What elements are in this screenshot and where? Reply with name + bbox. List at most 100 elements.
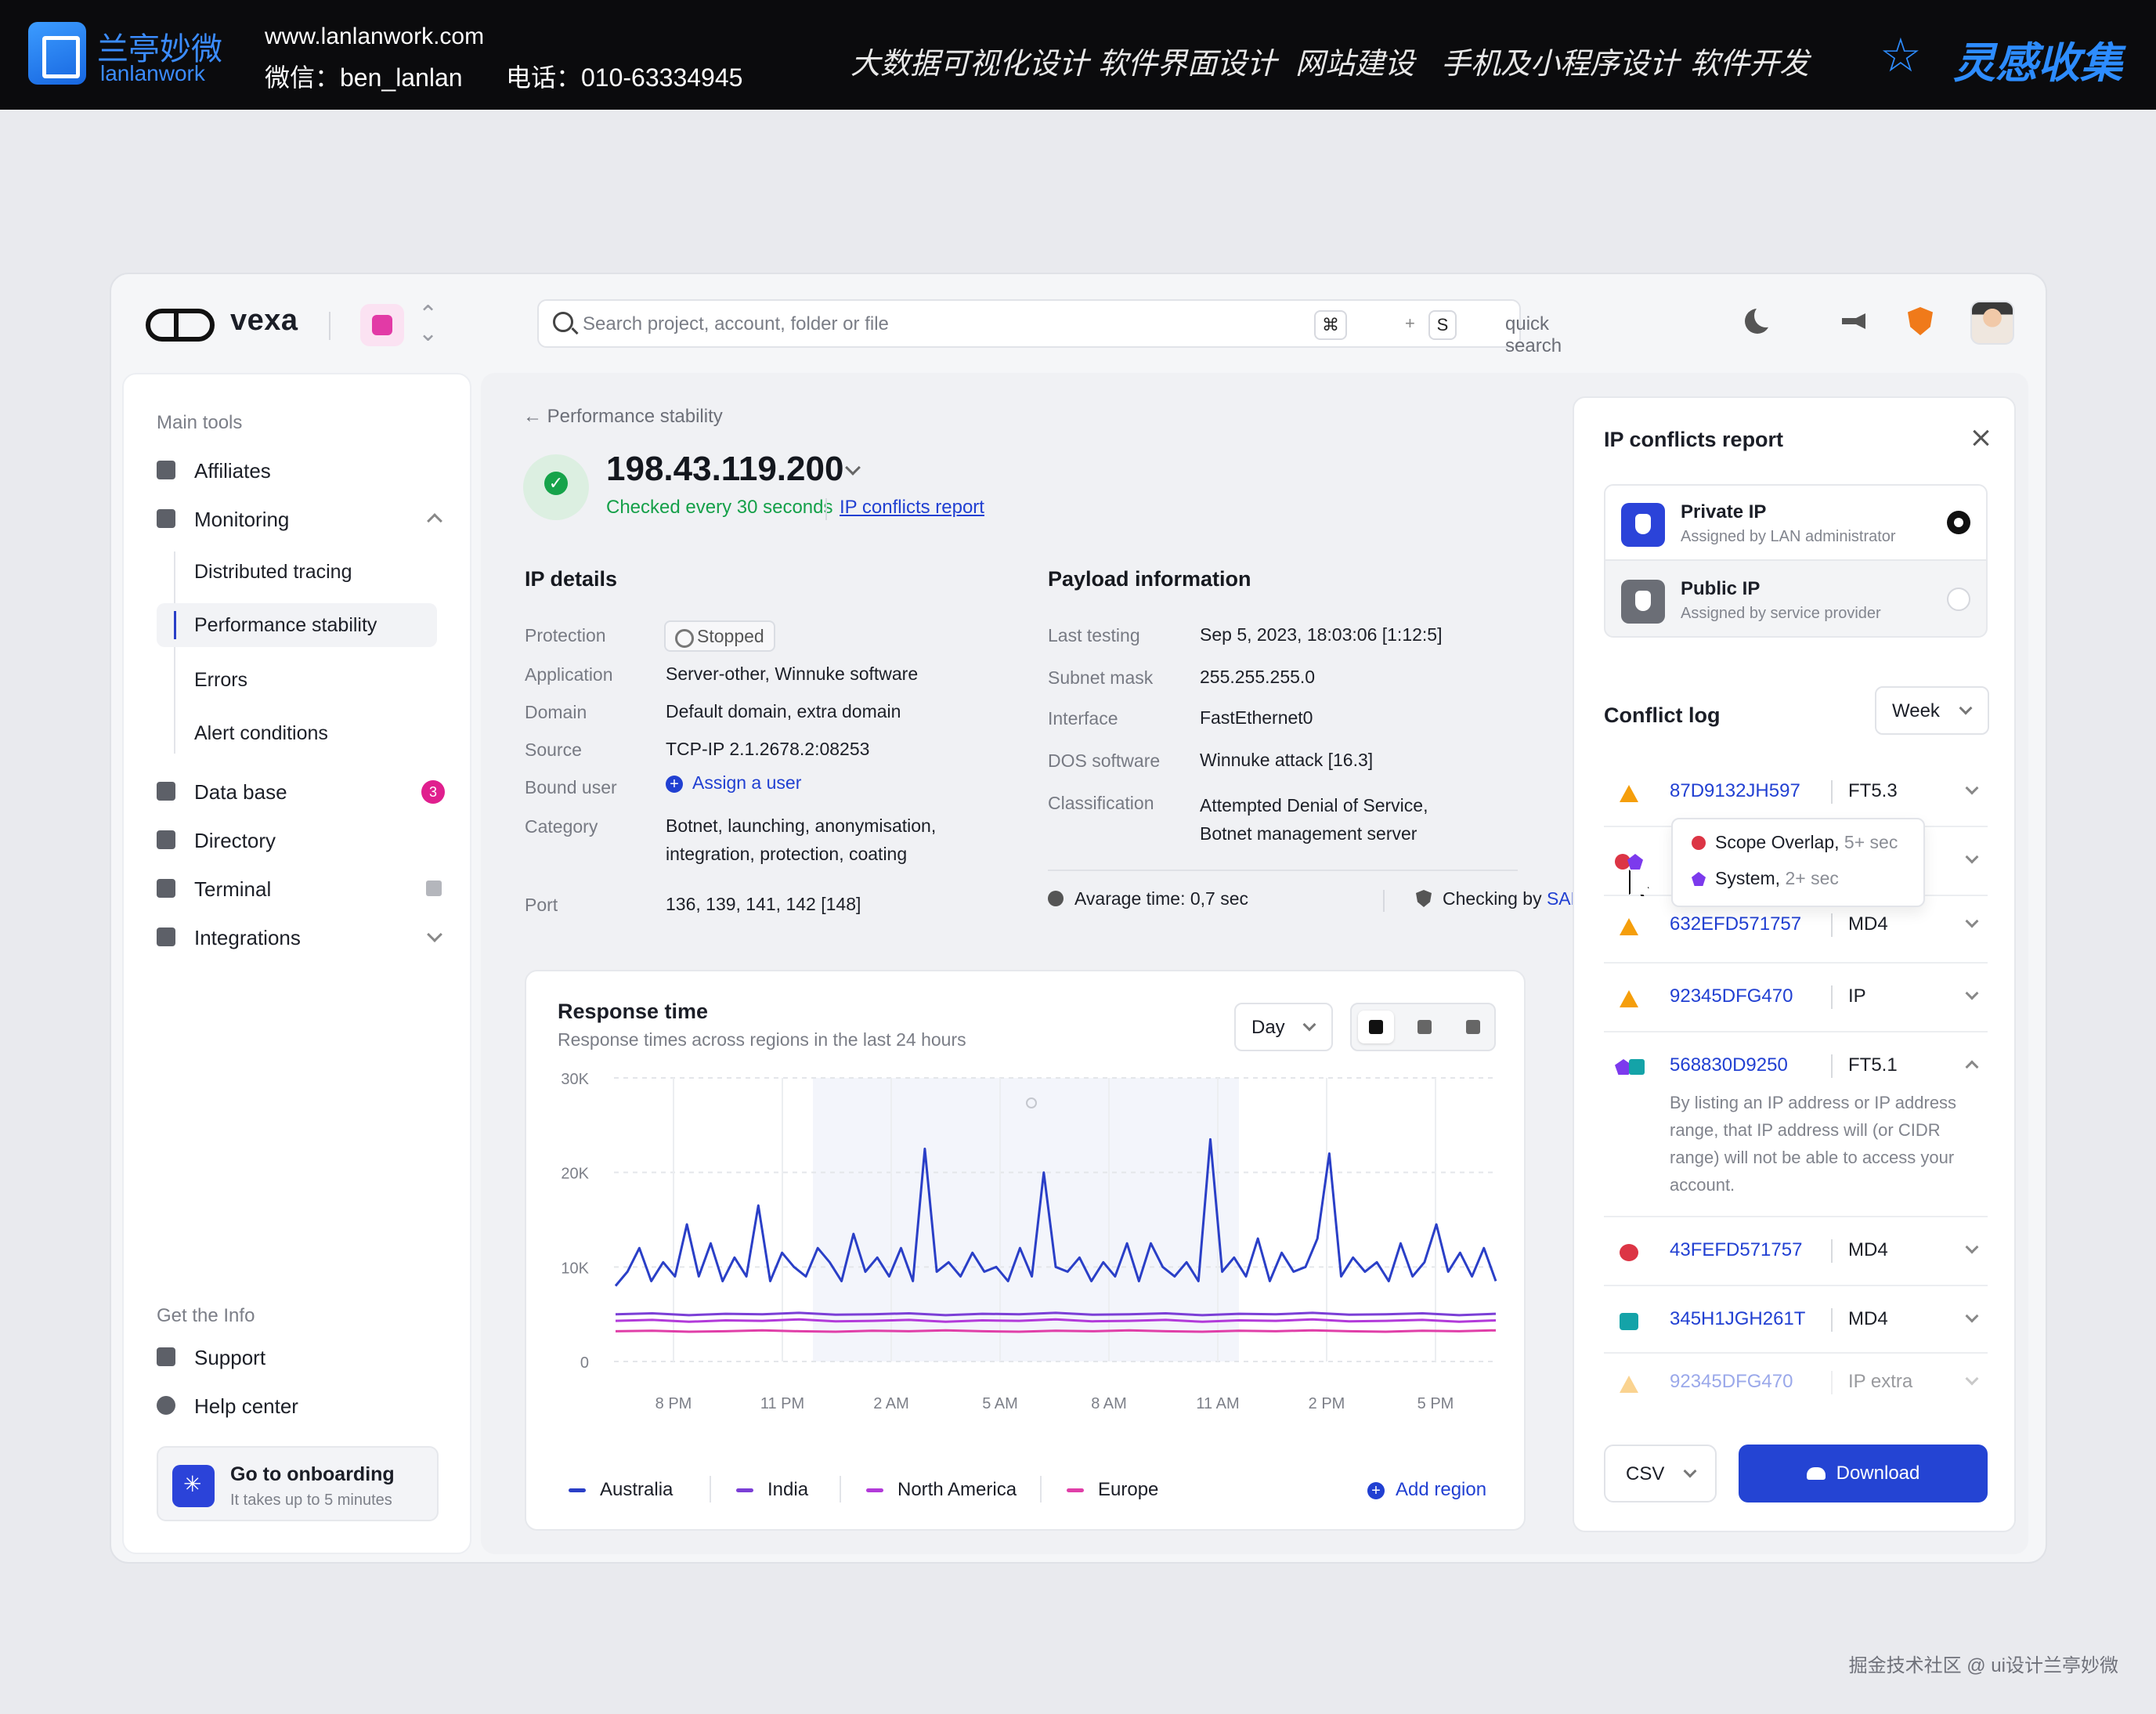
highlight-band [813,1078,1239,1361]
warning-triangle-icon [1620,1376,1638,1393]
area-chart-icon[interactable] [1407,1011,1443,1043]
shield-check-icon [1416,890,1432,907]
lock-icon [426,881,442,896]
legend-swatch [569,1488,586,1492]
moon-icon[interactable] [1742,304,1778,337]
onboarding-card[interactable]: Go to onboarding It takes up to 5 minute… [157,1446,439,1521]
banner-nav-item[interactable]: 网站建设 [1295,46,1415,81]
log-id[interactable]: 632EFD571757 [1670,913,1802,935]
chevron-down-icon[interactable] [1965,986,1979,1000]
divider [1831,985,1833,1009]
x-tick-label: 8 AM [1091,1395,1127,1412]
option-public-ip[interactable]: Public IP Assigned by service provider [1605,562,1986,636]
sidebar-item-label: Directory [194,829,276,852]
section-label: Get the Info [157,1305,255,1326]
submenu-guide [174,551,175,754]
project-switch-chevron-icon[interactable]: ⌃ ⌄ [418,302,439,346]
sidebar-item-directory[interactable]: Directory [157,818,445,862]
log-type: IP [1848,985,1866,1007]
vexa-logo-icon [146,309,215,342]
conflict-marker-icon [1615,854,1646,871]
log-id[interactable]: 92345DFG470 [1670,1371,1793,1392]
divider [1831,780,1833,804]
close-icon[interactable] [1969,426,1992,450]
warning-triangle-icon [1620,918,1638,935]
y-tick-label: 10K [561,1260,589,1277]
line-chart-icon[interactable] [1358,1011,1394,1043]
conflict-log-row[interactable]: 87D9132JH597 FT5.3 [1604,758,1988,827]
brand-name-en: lanlanwork [100,61,205,85]
divider [1831,1239,1833,1263]
sparkle-icon [172,1465,215,1507]
x-tick-label: 8 PM [655,1395,692,1412]
ip-details-title: IP details [525,567,618,591]
sidebar-item-alert-conditions[interactable]: Alert conditions [157,711,437,755]
log-id[interactable]: 568830D9250 [1670,1054,1788,1076]
chevron-down-icon[interactable] [1965,1372,1979,1386]
chevron-down-icon[interactable] [1965,1240,1979,1254]
sidebar-item-terminal[interactable]: Terminal [157,866,445,910]
project-badge-icon[interactable] [360,304,404,346]
conflict-log-row[interactable]: 92345DFG470 IP [1604,964,1988,1032]
sidebar-item-support[interactable]: Support [157,1335,445,1379]
chevron-up-icon[interactable] [1965,1060,1979,1074]
sidebar-item-distributed-tracing[interactable]: Distributed tracing [157,550,437,594]
radio-selected[interactable] [1947,511,1970,534]
log-id[interactable]: 345H1JGH261T [1670,1308,1806,1329]
conflict-log-row[interactable]: 345H1JGH261T MD4 [1604,1286,1988,1354]
banner-nav-item[interactable]: 大数据可视化设计 [850,46,1089,81]
chevron-down-icon[interactable] [845,460,861,476]
divider [840,1476,841,1502]
option-subtitle: Assigned by service provider [1681,605,1881,622]
week-select[interactable]: Week [1875,686,1989,735]
sidebar-item-help-center[interactable]: Help center [157,1383,445,1427]
period-select[interactable]: Day [1234,1003,1333,1051]
avatar[interactable] [1970,301,2014,345]
inspiration-star-icon: ☆ [1880,29,1922,81]
series-line-north-america [615,1318,1497,1323]
breadcrumb[interactable]: ← Performance stability [523,406,723,427]
sidebar-item-integrations[interactable]: Integrations [157,915,445,959]
radio-unselected[interactable] [1947,588,1970,611]
log-id[interactable]: 92345DFG470 [1670,985,1793,1007]
log-id[interactable]: 43FEFD571757 [1670,1239,1803,1260]
conflict-log-row[interactable]: 43FEFD571757 MD4 [1604,1217,1988,1286]
conflict-log-row[interactable]: 92345DFG470 IP extra [1604,1354,1988,1419]
scatter-chart-icon[interactable] [1455,1011,1491,1043]
banner-inspiration[interactable]: 灵感收集 [1953,38,2122,88]
sidebar-item-errors[interactable]: Errors [157,658,437,702]
format-select[interactable]: CSV [1604,1445,1717,1502]
conflict-log-row[interactable]: 632EFD571757 MD4 [1604,896,1988,964]
megaphone-icon[interactable] [1839,306,1870,337]
chevron-down-icon[interactable] [1965,781,1979,795]
shield-icon[interactable] [1905,306,1936,337]
series-line-india [615,1311,1497,1317]
log-id[interactable]: 87D9132JH597 [1670,780,1800,801]
chevron-down-icon[interactable] [1965,1309,1979,1323]
banner-nav-item[interactable]: 软件界面设计 [1098,46,1277,81]
banner-nav-item[interactable]: 手机及小程序设计 [1441,46,1680,81]
search-input[interactable] [583,307,1287,342]
add-region-button[interactable]: Add region [1367,1479,1486,1501]
field-label: Application [525,664,613,685]
chevron-down-icon[interactable] [1965,914,1979,928]
banner-site[interactable]: www.lanlanwork.com [265,24,485,49]
download-button[interactable]: Download [1739,1445,1988,1502]
onboarding-subtitle: It takes up to 5 minutes [230,1492,392,1509]
field-value: Winnuke attack [16.3] [1200,750,1374,770]
option-private-ip[interactable]: Private IP Assigned by LAN administrator [1605,486,1986,561]
sidebar-item-database[interactable]: Data base 3 [157,769,445,813]
ip-conflicts-report-link[interactable]: IP conflicts report [840,497,984,518]
assign-user-button[interactable]: Assign a user [666,772,801,794]
x-tick-label: 5 AM [982,1395,1018,1412]
sidebar-item-performance-stability[interactable]: Performance stability [157,603,437,647]
conflict-log-row-expanded[interactable]: 568830D9250 FT5.1 By listing an IP addre… [1604,1032,1988,1217]
chevron-down-icon[interactable] [1965,850,1979,864]
banner-nav-item[interactable]: 软件开发 [1690,46,1810,81]
sidebar-item-monitoring[interactable]: Monitoring [157,497,445,541]
shortcut-plus: + [1405,313,1415,333]
option-title: Public IP [1681,578,1761,599]
tooltip-time: 5+ sec [1844,832,1898,852]
sidebar-item-affiliates[interactable]: Affiliates [157,448,445,492]
globe-icon [1621,580,1665,624]
